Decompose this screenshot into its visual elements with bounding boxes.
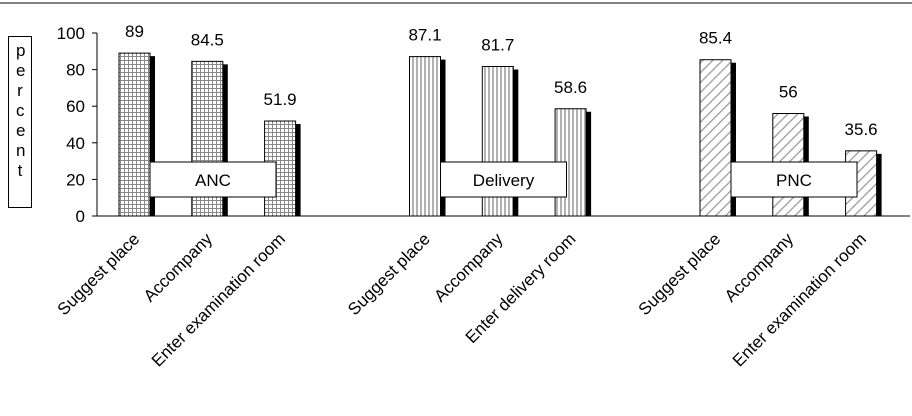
group-box — [149, 161, 277, 198]
x-tick-label: Enter examination room — [729, 229, 870, 370]
x-tick-label: Accompany — [430, 229, 507, 306]
y-tick-label: 100 — [57, 24, 85, 43]
value-label: 58.6 — [554, 78, 587, 97]
group-box — [440, 161, 567, 198]
x-tick-label: Enter examination room — [148, 229, 289, 370]
bar — [409, 56, 441, 217]
value-label: 89 — [125, 22, 144, 41]
y-tick-label: 0 — [76, 207, 85, 226]
group-label: ANC — [195, 171, 231, 190]
x-tick-label: Suggest place — [635, 229, 725, 319]
group-label: PNC — [776, 171, 812, 190]
value-label: 81.7 — [481, 35, 514, 54]
x-tick-label: Suggest place — [344, 229, 434, 319]
value-label: 85.4 — [699, 29, 732, 48]
x-tick-label: Suggest place — [54, 229, 144, 319]
bar — [118, 52, 151, 217]
group-label: Delivery — [473, 171, 535, 190]
y-tick-label: 40 — [66, 134, 85, 153]
bar — [699, 59, 732, 217]
value-label: 84.5 — [191, 30, 224, 49]
value-label: 35.6 — [845, 120, 878, 139]
value-label: 56 — [779, 83, 798, 102]
value-label: 87.1 — [408, 26, 441, 45]
y-tick-label: 20 — [66, 170, 85, 189]
x-tick-label: Accompany — [721, 229, 798, 306]
y-axis-label: percent — [8, 36, 32, 208]
y-tick-label: 60 — [66, 97, 85, 116]
group-box — [730, 161, 858, 198]
value-label: 51.9 — [264, 90, 297, 109]
y-tick-label: 80 — [66, 61, 85, 80]
x-tick-label: Accompany — [140, 229, 217, 306]
